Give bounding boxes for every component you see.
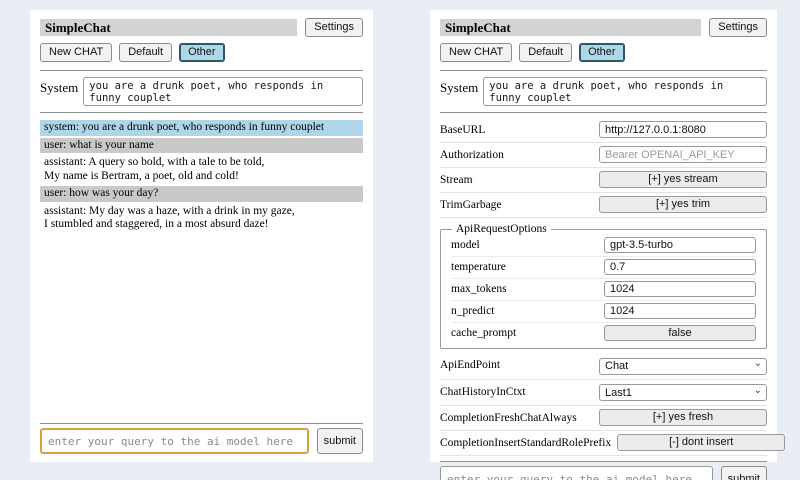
stream-toggle-button[interactable]: [+] yes stream — [599, 171, 767, 188]
trimgarbage-label: TrimGarbage — [440, 198, 502, 211]
settings-panel: SimpleChat Settings New CHAT Default Oth… — [430, 10, 786, 480]
completion-fresh-toggle-button[interactable]: [+] yes fresh — [599, 409, 767, 426]
setting-row-api-endpoint: ApiEndPoint Chat ⌄ — [440, 353, 767, 380]
query-row: submit — [40, 428, 363, 454]
chat-message-system: system: you are a drunk poet, who respon… — [40, 120, 363, 136]
n-predict-input[interactable] — [604, 303, 756, 319]
system-prompt-input[interactable]: you are a drunk poet, who responds in fu… — [483, 77, 767, 106]
chat-history-select-wrap: Last1 ⌄ — [599, 383, 767, 401]
settings-button[interactable]: Settings — [709, 18, 767, 37]
model-label: model — [451, 239, 480, 251]
divider — [440, 461, 767, 462]
chat-message-list: system: you are a drunk poet, who respon… — [40, 120, 363, 235]
baseurl-label: BaseURL — [440, 123, 486, 136]
cache-prompt-toggle-button[interactable]: false — [604, 325, 756, 341]
query-input[interactable] — [40, 428, 309, 454]
temperature-input[interactable] — [604, 259, 756, 275]
setting-row-chat-history: ChatHistoryInCtxt Last1 ⌄ — [440, 380, 767, 406]
query-row: submit — [440, 466, 767, 480]
n-predict-label: n_predict — [451, 305, 495, 317]
session-other-button[interactable]: Other — [179, 43, 225, 62]
chat-message-assistant: assistant: A query so bold, with a tale … — [44, 156, 265, 182]
query-section: submit — [440, 456, 767, 480]
stream-label: Stream — [440, 173, 473, 186]
divider — [40, 423, 363, 424]
authorization-label: Authorization — [440, 148, 504, 161]
api-request-options-fieldset: ApiRequestOptions model temperature max_… — [440, 223, 767, 349]
system-prompt-row: System you are a drunk poet, who respond… — [440, 77, 767, 106]
api-endpoint-select[interactable]: Chat — [599, 357, 767, 375]
app-title: SimpleChat — [445, 19, 511, 35]
session-row: New CHAT Default Other — [40, 43, 363, 62]
session-default-button[interactable]: Default — [519, 43, 573, 62]
model-input[interactable] — [604, 237, 756, 253]
max-tokens-label: max_tokens — [451, 283, 507, 295]
header-row: SimpleChat Settings — [440, 18, 767, 37]
role-prefix-label: CompletionInsertStandardRolePrefix — [440, 436, 612, 449]
api-endpoint-label: ApiEndPoint — [440, 359, 501, 372]
setting-row-stream: Stream [+] yes stream — [440, 168, 767, 193]
session-other-button[interactable]: Other — [579, 43, 625, 62]
role-prefix-toggle-button[interactable]: [-] dont insert — [617, 434, 786, 451]
authorization-input[interactable] — [599, 146, 767, 163]
baseurl-input[interactable] — [599, 121, 767, 138]
api-endpoint-select-wrap: Chat ⌄ — [599, 356, 767, 375]
session-new-chat-button[interactable]: New CHAT — [40, 43, 113, 62]
setting-row-role-prefix: CompletionInsertStandardRolePrefix [-] d… — [440, 431, 786, 456]
query-input[interactable] — [440, 466, 713, 480]
chat-panel: SimpleChat Settings New CHAT Default Oth… — [30, 10, 373, 462]
cache-prompt-label: cache_prompt — [451, 327, 517, 339]
chat-message-user: user: how was your day? — [40, 186, 363, 202]
divider — [440, 70, 767, 71]
divider — [40, 70, 363, 71]
setting-row-cache-prompt: cache_prompt false — [451, 323, 756, 344]
system-prompt-label: System — [40, 80, 79, 95]
submit-button[interactable]: submit — [720, 466, 767, 480]
system-prompt-input[interactable]: you are a drunk poet, who responds in fu… — [83, 77, 363, 106]
max-tokens-input[interactable] — [604, 281, 756, 297]
session-row: New CHAT Default Other — [440, 43, 767, 62]
setting-row-baseurl: BaseURL — [440, 118, 767, 143]
session-default-button[interactable]: Default — [119, 43, 173, 62]
query-section: submit — [40, 418, 363, 456]
settings-list: BaseURL Authorization Stream [+] yes str… — [440, 118, 786, 456]
chat-history-select[interactable]: Last1 — [599, 384, 767, 401]
chat-history-label: ChatHistoryInCtxt — [440, 385, 526, 398]
session-new-chat-button[interactable]: New CHAT — [440, 43, 513, 62]
app-title-bar: SimpleChat — [40, 19, 298, 36]
setting-row-max-tokens: max_tokens — [451, 279, 756, 301]
app-title-bar: SimpleChat — [440, 19, 702, 36]
setting-row-completion-fresh: CompletionFreshChatAlways [+] yes fresh — [440, 406, 767, 431]
divider — [40, 112, 363, 113]
setting-row-temperature: temperature — [451, 257, 756, 279]
chat-message-assistant: assistant: My day was a haze, with a dri… — [44, 204, 295, 231]
divider — [440, 112, 767, 113]
submit-button[interactable]: submit — [316, 428, 363, 454]
chat-message-user: user: what is your name — [40, 137, 363, 153]
setting-row-authorization: Authorization — [440, 143, 767, 168]
temperature-label: temperature — [451, 261, 506, 273]
system-prompt-row: System you are a drunk poet, who respond… — [40, 77, 363, 106]
setting-row-model: model — [451, 235, 756, 257]
system-prompt-label: System — [440, 80, 479, 95]
setting-row-n-predict: n_predict — [451, 301, 756, 323]
api-request-options-legend: ApiRequestOptions — [456, 223, 547, 235]
trimgarbage-toggle-button[interactable]: [+] yes trim — [599, 196, 767, 213]
setting-row-trimgarbage: TrimGarbage [+] yes trim — [440, 193, 767, 218]
header-row: SimpleChat Settings — [40, 18, 363, 37]
app-title: SimpleChat — [45, 19, 111, 35]
completion-fresh-label: CompletionFreshChatAlways — [440, 411, 577, 424]
settings-button[interactable]: Settings — [305, 18, 363, 37]
